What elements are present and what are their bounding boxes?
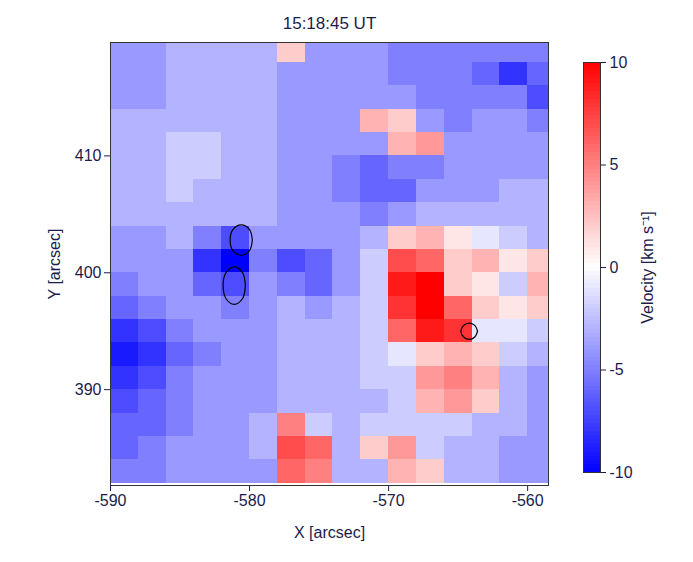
svg-text:0: 0 — [610, 259, 619, 276]
svg-text:410: 410 — [75, 147, 102, 164]
svg-text:-5: -5 — [610, 361, 624, 378]
svg-text:-10: -10 — [610, 464, 633, 481]
svg-text:390: 390 — [75, 381, 102, 398]
svg-text:-570: -570 — [373, 492, 405, 509]
svg-text:-560: -560 — [512, 492, 544, 509]
svg-text:400: 400 — [75, 264, 102, 281]
svg-text:Velocity [km s⁻¹]: Velocity [km s⁻¹] — [639, 211, 656, 324]
svg-text:-580: -580 — [234, 492, 266, 509]
svg-text:X [arcsec]: X [arcsec] — [294, 524, 365, 541]
svg-text:Y [arcsec]: Y [arcsec] — [46, 229, 63, 300]
svg-text:-590: -590 — [94, 492, 126, 509]
svg-text:15:18:45 UT: 15:18:45 UT — [283, 14, 377, 33]
svg-text:10: 10 — [610, 54, 628, 71]
svg-text:5: 5 — [610, 156, 619, 173]
